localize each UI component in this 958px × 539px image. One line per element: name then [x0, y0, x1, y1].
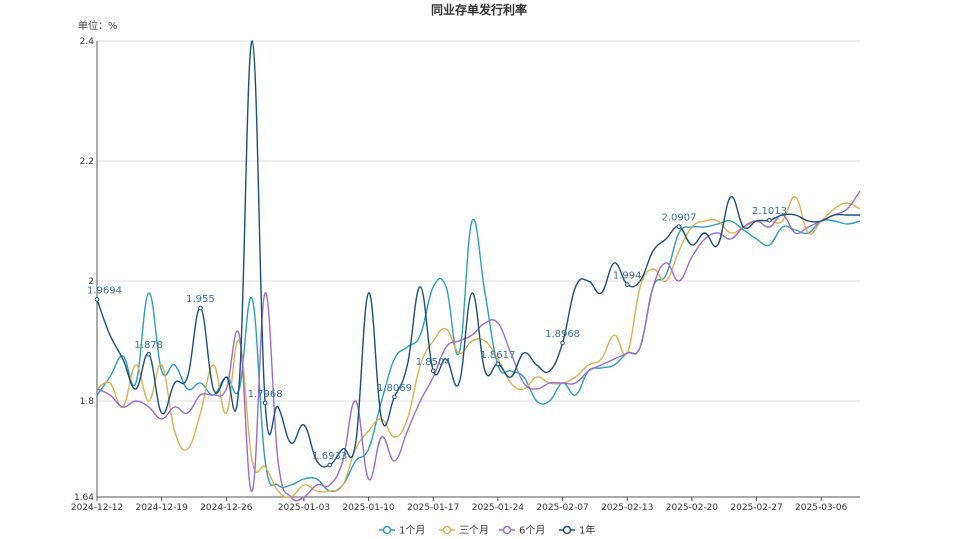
data-point-marker: [560, 340, 565, 346]
data-point-marker: [430, 368, 436, 374]
axes: 1.64 1.8 2 2.2 2.4 2024-12-12 2024-12-19 2024-1…: [71, 37, 860, 513]
unit-label: 单位：%: [78, 19, 118, 32]
data-label: 1.878: [134, 340, 163, 351]
data-label: 1.8504: [416, 357, 451, 368]
series-lines: [96, 40, 861, 502]
x-tick-label: 2025-01-03: [278, 503, 330, 513]
data-point-marker: [146, 351, 152, 357]
data-point-marker: [392, 394, 397, 400]
data-point-marker: [495, 361, 501, 367]
data-label: 1.955: [186, 294, 215, 305]
y-tick-label: 1.64: [74, 493, 94, 503]
y-tick-label: 2.2: [80, 157, 94, 167]
legend-label: 1个月: [399, 525, 425, 537]
data-point-marker: [198, 305, 203, 311]
y-tick-label: 1.8: [80, 397, 95, 407]
x-tick-label: 2025-02-13: [601, 503, 653, 513]
data-point-marker: [767, 217, 772, 223]
data-point-marker: [94, 297, 100, 302]
x-tick-label: 2025-03-06: [795, 503, 848, 513]
legend-label: 1年: [579, 524, 595, 537]
data-point-marker: [624, 282, 630, 287]
grid-lines: [97, 40, 860, 498]
x-tick-label: 2024-12-19: [136, 503, 189, 513]
legend-circle-icon: [442, 525, 452, 535]
x-tick-label: 2024-12-26: [200, 503, 253, 513]
data-point-marker: [327, 462, 333, 468]
legend-circle-icon: [382, 525, 392, 535]
series-line-3: [96, 40, 860, 468]
data-label: 1.8617: [480, 350, 515, 361]
data-label: 1.8968: [545, 329, 580, 340]
x-tick-label: 2025-01-10: [342, 503, 395, 513]
data-label: 2.1013: [752, 206, 787, 217]
data-label: 1.9694: [87, 285, 122, 296]
legend-item[interactable]: 6个月: [499, 525, 545, 537]
legend[interactable]: 1个月 三个月 6个月 1年: [379, 524, 595, 537]
legend-label: 三个月: [459, 525, 489, 537]
legend-item[interactable]: 1个月: [379, 525, 425, 537]
chart-title: 同业存单发行利率: [431, 2, 527, 17]
legend-label: 6个月: [519, 525, 545, 537]
data-labels: 1.9694 1.878 1.955 1.7968 1.6933 1.8069 1.8504…: [87, 206, 787, 468]
x-tick-label: 2025-02-27: [730, 503, 782, 513]
data-label: 1.6933: [312, 451, 347, 462]
data-label: 1.7968: [248, 389, 283, 400]
data-label: 2.0907: [661, 213, 696, 224]
y-tick-label: 2: [88, 277, 94, 287]
data-point-marker: [676, 224, 682, 229]
legend-circle-icon: [562, 525, 572, 535]
series-line-1: [96, 196, 861, 499]
legend-item[interactable]: 1年: [559, 524, 595, 537]
y-tick-label: 2.4: [80, 37, 95, 47]
data-label: 1.994: [613, 271, 642, 282]
x-tick-label: 2025-01-17: [407, 503, 459, 513]
legend-item[interactable]: 三个月: [439, 525, 489, 537]
x-tick-label: 2025-01-24: [472, 503, 525, 513]
x-tick-label: 2024-12-12: [71, 503, 123, 513]
data-point-marker: [262, 400, 268, 406]
legend-circle-icon: [502, 525, 512, 535]
data-label: 1.8069: [377, 383, 412, 394]
x-tick-label: 2025-02-07: [536, 503, 588, 513]
series-line-0: [96, 218, 861, 493]
x-tick-label: 2025-02-20: [666, 503, 719, 513]
